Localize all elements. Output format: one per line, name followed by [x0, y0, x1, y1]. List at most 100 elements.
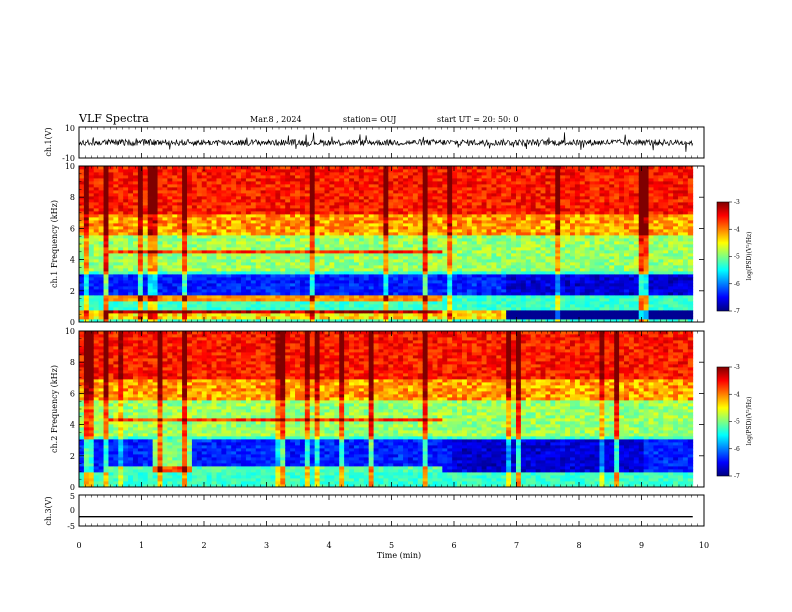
spectrogram-cell [496, 223, 502, 227]
date-label: Mar.8 , 2024 [250, 115, 302, 124]
spectrogram-cell [407, 205, 414, 209]
spectrogram-cell [231, 238, 237, 242]
spectrogram-cell [417, 175, 424, 179]
spectrogram-cell [295, 193, 301, 197]
spectrogram-cell [417, 208, 424, 212]
spectrogram-cell [295, 181, 301, 185]
spectrogram-cell [133, 169, 139, 173]
spectrogram-cell [128, 247, 134, 251]
spectrogram-cell [285, 205, 291, 209]
spectrogram-cell [309, 244, 316, 248]
spectrogram-cell [535, 310, 541, 314]
spectrogram-cell [162, 268, 168, 272]
spectrogram-cell [93, 241, 100, 245]
spectrogram-cell [133, 214, 139, 218]
spectrogram-cell [295, 202, 301, 206]
spectrogram-cell [432, 313, 438, 317]
spectrogram-cell [191, 214, 198, 218]
spectrogram-cell [162, 211, 168, 215]
spectrogram-cell [113, 271, 119, 275]
spectrogram-cell [358, 196, 365, 200]
spectrogram-cell [353, 301, 360, 305]
spectrogram-cell [216, 211, 222, 215]
spectrogram-cell [358, 259, 365, 263]
spectrogram-cell [309, 238, 316, 242]
spectrogram-cell [407, 193, 414, 197]
spectrogram-cell [206, 232, 212, 236]
spectrogram-cell [123, 226, 129, 230]
spectrogram-cell [491, 175, 497, 179]
spectrogram-cell [398, 205, 404, 209]
spectrogram-cell [535, 184, 541, 188]
spectrogram-cell [417, 184, 424, 188]
spectrogram-cell [378, 259, 384, 263]
spectrogram-cell [530, 241, 537, 245]
spectrogram-cell [196, 193, 203, 197]
spectrogram-cell [515, 268, 522, 272]
spectrogram-cell [167, 235, 173, 239]
spectrogram-cell [471, 244, 478, 248]
spectrogram-cell [245, 199, 252, 203]
spectrogram-cell [221, 178, 227, 182]
spectrogram-cell [540, 292, 546, 296]
spectrogram-cell [388, 283, 394, 287]
spectrogram-cell [250, 310, 257, 314]
spectrogram-cell [290, 283, 296, 287]
spectrogram-cell [245, 295, 252, 299]
spectrogram-cell [309, 268, 316, 272]
spectrogram-cell [398, 292, 404, 296]
spectrogram-cell [334, 319, 340, 323]
spectrogram-cell [511, 175, 517, 179]
spectrogram-cell [172, 238, 178, 242]
spectrogram-cell [511, 229, 517, 233]
spectrogram-cell [324, 184, 330, 188]
spectrogram-cell [466, 295, 473, 299]
spectrogram-cell [206, 193, 212, 197]
spectrogram-cell [167, 205, 173, 209]
spectrogram-cell [241, 307, 247, 311]
spectrogram-cell [98, 169, 104, 173]
spectrogram-cell [123, 220, 129, 224]
spectrogram-cell [515, 304, 522, 308]
spectrogram-cell [187, 292, 193, 296]
spectrogram-cell [417, 232, 424, 236]
spectrogram-cell [255, 301, 262, 305]
spectrogram-cell [201, 166, 208, 170]
spectrogram-cell [388, 196, 394, 200]
spectrogram-cell [363, 271, 370, 275]
spectrogram-cell [201, 172, 208, 176]
spectrogram-cell [201, 214, 208, 218]
spectrogram-cell [133, 319, 139, 323]
spectrogram-cell [83, 229, 90, 233]
spectrogram-cell [427, 241, 433, 245]
spectrogram-cell [417, 298, 424, 302]
spectrogram-cell [255, 223, 262, 227]
spectrogram-cell [476, 307, 483, 311]
spectrogram-cell [211, 274, 217, 278]
spectrogram-cell [128, 316, 134, 320]
spectrogram-cell [309, 289, 316, 293]
spectrogram-cell [540, 283, 546, 287]
spectrogram-cell [520, 247, 527, 251]
spectrogram-cell [501, 172, 507, 176]
spectrogram-cell [250, 295, 257, 299]
spectrogram-cell [295, 277, 301, 281]
spectrogram-cell [147, 295, 154, 299]
spectrogram-cell [506, 313, 512, 317]
spectrogram-cell [422, 283, 429, 287]
spectrogram-cell [118, 223, 124, 227]
spectrogram-cell [118, 259, 124, 263]
spectrogram-cell [398, 175, 404, 179]
spectrogram-cell [466, 229, 473, 233]
spectrogram-cell [245, 271, 252, 275]
spectrogram-cell [137, 301, 144, 305]
spectrogram-cell [236, 166, 242, 170]
spectrogram-cell [157, 199, 163, 203]
spectrogram-cell [206, 229, 212, 233]
spectrogram-cell [275, 277, 281, 281]
spectrogram-cell [324, 286, 330, 290]
spectrogram-cell [378, 310, 384, 314]
spectrogram-cell [412, 175, 419, 179]
spectrogram-cell [383, 232, 389, 236]
spectrogram-cell [368, 220, 374, 224]
